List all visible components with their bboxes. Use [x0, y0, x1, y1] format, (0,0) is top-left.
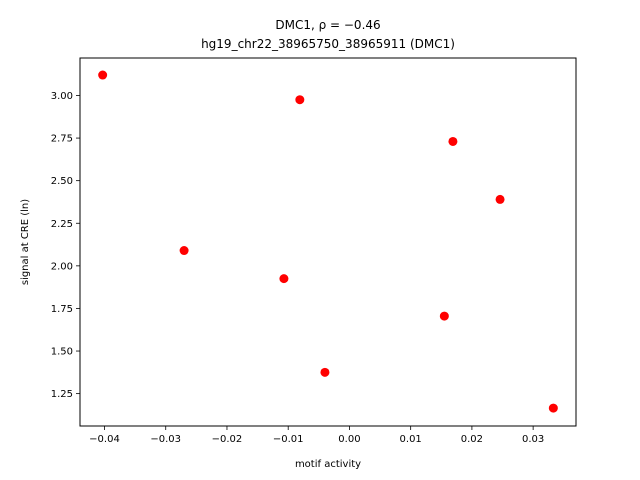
scatter-point: [548, 403, 558, 413]
x-axis-label: motif activity: [295, 459, 361, 470]
points-layer: [98, 70, 558, 413]
x-tick-label: 0.00: [338, 434, 360, 445]
x-tick-label: −0.01: [273, 434, 304, 445]
x-tick-label: 0.01: [400, 434, 422, 445]
scatter-point: [279, 274, 289, 284]
y-tick-label: 2.50: [51, 176, 73, 187]
scatter-point: [295, 95, 305, 105]
y-tick-label: 1.50: [51, 347, 73, 358]
scatter-point: [448, 136, 458, 146]
scatter-point: [495, 194, 505, 204]
y-tick-label: 2.00: [51, 261, 73, 272]
scatter-point: [98, 70, 108, 80]
chart-title-line-1: DMC1, ρ = −0.46: [275, 18, 380, 32]
plot-area-frame: [79, 57, 577, 427]
y-ticks-layer: 1.25 1.50 1.75 2.00 2.25 2.50 2.75 3.00: [51, 91, 80, 400]
x-tick-label: 0.02: [461, 434, 483, 445]
x-tick-label: −0.02: [212, 434, 243, 445]
y-tick-label: 3.00: [51, 91, 73, 102]
y-tick-label: 2.75: [51, 134, 73, 145]
y-tick-label: 2.25: [51, 219, 73, 230]
scatter-point: [179, 246, 189, 256]
x-tick-label: 0.03: [522, 434, 544, 445]
y-axis-label: signal at CRE (ln): [20, 199, 31, 285]
y-tick-label: 1.25: [51, 389, 73, 400]
x-tick-label: −0.04: [89, 434, 120, 445]
chart-title-line-2: hg19_chr22_38965750_38965911 (DMC1): [201, 37, 455, 51]
x-tick-label: −0.03: [150, 434, 181, 445]
scatter-point: [439, 311, 449, 321]
scatter-point: [320, 367, 330, 377]
x-ticks-layer: −0.04 −0.03 −0.02 −0.01 0.00 0.01 0.02 0.03: [89, 426, 544, 445]
y-tick-label: 1.75: [51, 304, 73, 315]
